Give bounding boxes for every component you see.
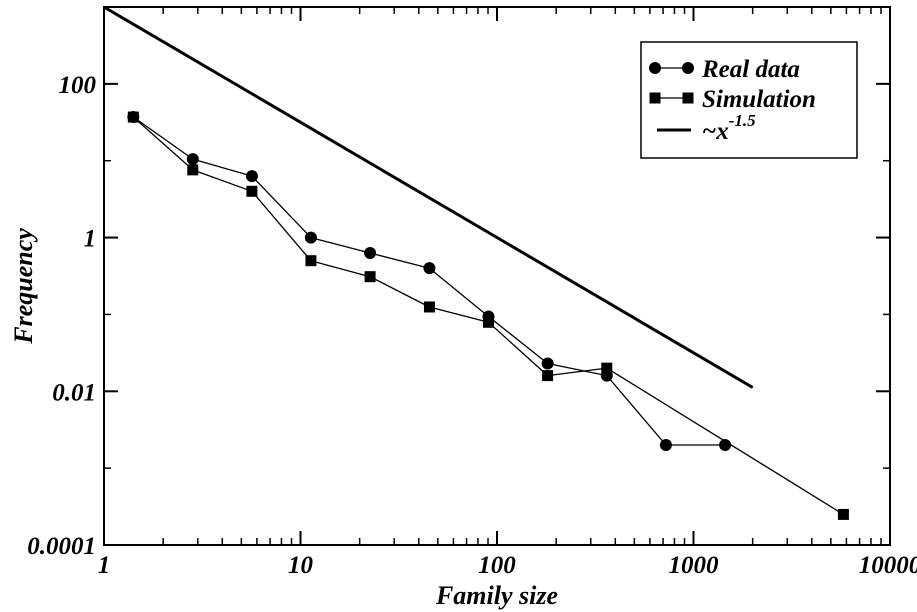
data-point-circle — [719, 439, 732, 452]
data-point-circle — [364, 246, 377, 259]
data-point-square — [187, 164, 199, 176]
legend-label-text: Real data — [701, 56, 800, 83]
legend-entry-0: Real data — [649, 56, 800, 83]
data-point-square — [601, 362, 613, 374]
data-point-square — [127, 111, 139, 123]
data-point-circle — [304, 231, 317, 244]
series-1 — [127, 111, 849, 520]
x-tick-label: 100 — [478, 552, 516, 579]
legend-marker — [649, 92, 661, 104]
x-axis-label: Family size — [435, 581, 558, 610]
data-point-circle — [659, 439, 672, 452]
data-point-circle — [245, 170, 258, 183]
y-tick-label: 0.0001 — [27, 533, 96, 560]
x-tick-label: 10 — [288, 552, 314, 579]
series-0 — [127, 111, 732, 452]
series-layer — [103, 5, 849, 520]
series-line — [132, 116, 844, 515]
legend-label-exponent: -1.5 — [729, 111, 756, 130]
x-tick-label: 1 — [98, 552, 111, 579]
power-law-line — [103, 5, 754, 389]
legend-marker — [649, 62, 661, 74]
data-point-square — [837, 508, 849, 520]
legend-entry-2: ~x-1.5 — [657, 111, 756, 145]
legend-label-text: Simulation — [702, 86, 816, 113]
y-tick-label: 0.01 — [52, 379, 96, 406]
x-tick-label: 10000 — [859, 552, 917, 579]
data-point-square — [305, 255, 317, 267]
data-point-circle — [186, 153, 199, 166]
legend-label-text: ~x — [702, 118, 729, 145]
legend-label: Simulation — [702, 86, 816, 113]
data-point-square — [423, 301, 435, 313]
legend-marker — [682, 62, 694, 74]
axis-ticks: 1 10 100 1000 10000 0.0001 0.01 1 100 — [27, 6, 917, 579]
data-point-square — [482, 316, 494, 328]
y-tick-label: 1 — [84, 226, 97, 253]
legend-marker — [682, 92, 694, 104]
data-point-circle — [541, 357, 554, 370]
legend-box — [640, 41, 858, 159]
legend-label: ~x-1.5 — [702, 111, 756, 145]
legend-entry-1: Simulation — [649, 86, 816, 113]
data-point-square — [364, 271, 376, 283]
y-axis-label: Frequency — [9, 228, 38, 345]
series-2 — [103, 5, 754, 389]
data-point-square — [542, 370, 554, 382]
x-tick-label: 1000 — [669, 552, 720, 579]
data-point-square — [246, 185, 258, 197]
y-tick-label: 100 — [59, 72, 97, 99]
series-line — [132, 116, 726, 446]
legend-label: Real data — [701, 56, 800, 83]
data-point-circle — [423, 262, 436, 275]
